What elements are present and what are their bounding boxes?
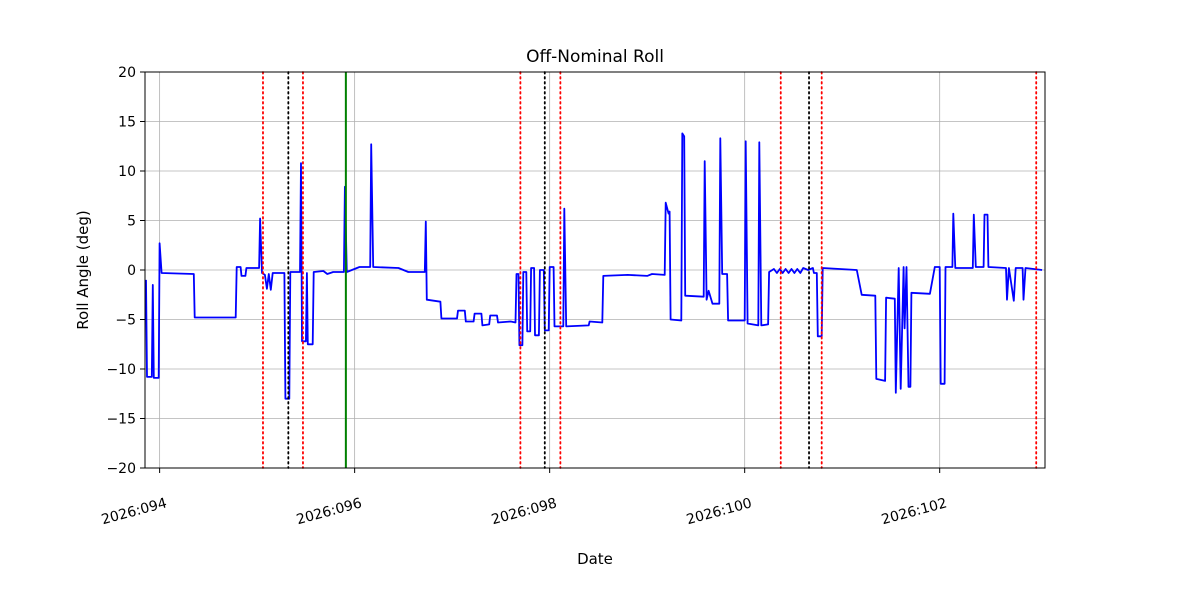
y-tick-label: −10 (106, 362, 136, 378)
chart-title: Off-Nominal Roll (526, 47, 664, 67)
y-axis-label: Roll Angle (deg) (74, 210, 92, 329)
x-tick-label: 2026:094 (100, 495, 169, 528)
x-tick-label: 2026:096 (295, 495, 364, 528)
y-tick-label: 15 (118, 115, 136, 131)
x-tick-label: 2026:098 (490, 495, 559, 528)
y-tick-label: 0 (127, 263, 136, 279)
y-tick-label: −5 (115, 313, 136, 329)
x-tick-label: 2026:102 (880, 495, 949, 528)
y-tick-label: 10 (118, 164, 136, 180)
x-axis-label: Date (577, 550, 613, 568)
y-tick-label: 20 (118, 65, 136, 81)
y-tick-label: −15 (106, 412, 136, 428)
chart-layers: 20 15 10 5 0 −5 −10 −15 −20 2026:094 2026:096 2026:… (100, 65, 1046, 528)
roll-angle-series-line (145, 132, 1043, 400)
y-tick-label: −20 (106, 461, 136, 477)
y-tick-label: 5 (127, 214, 136, 230)
x-tick-label: 2026:100 (685, 495, 754, 528)
